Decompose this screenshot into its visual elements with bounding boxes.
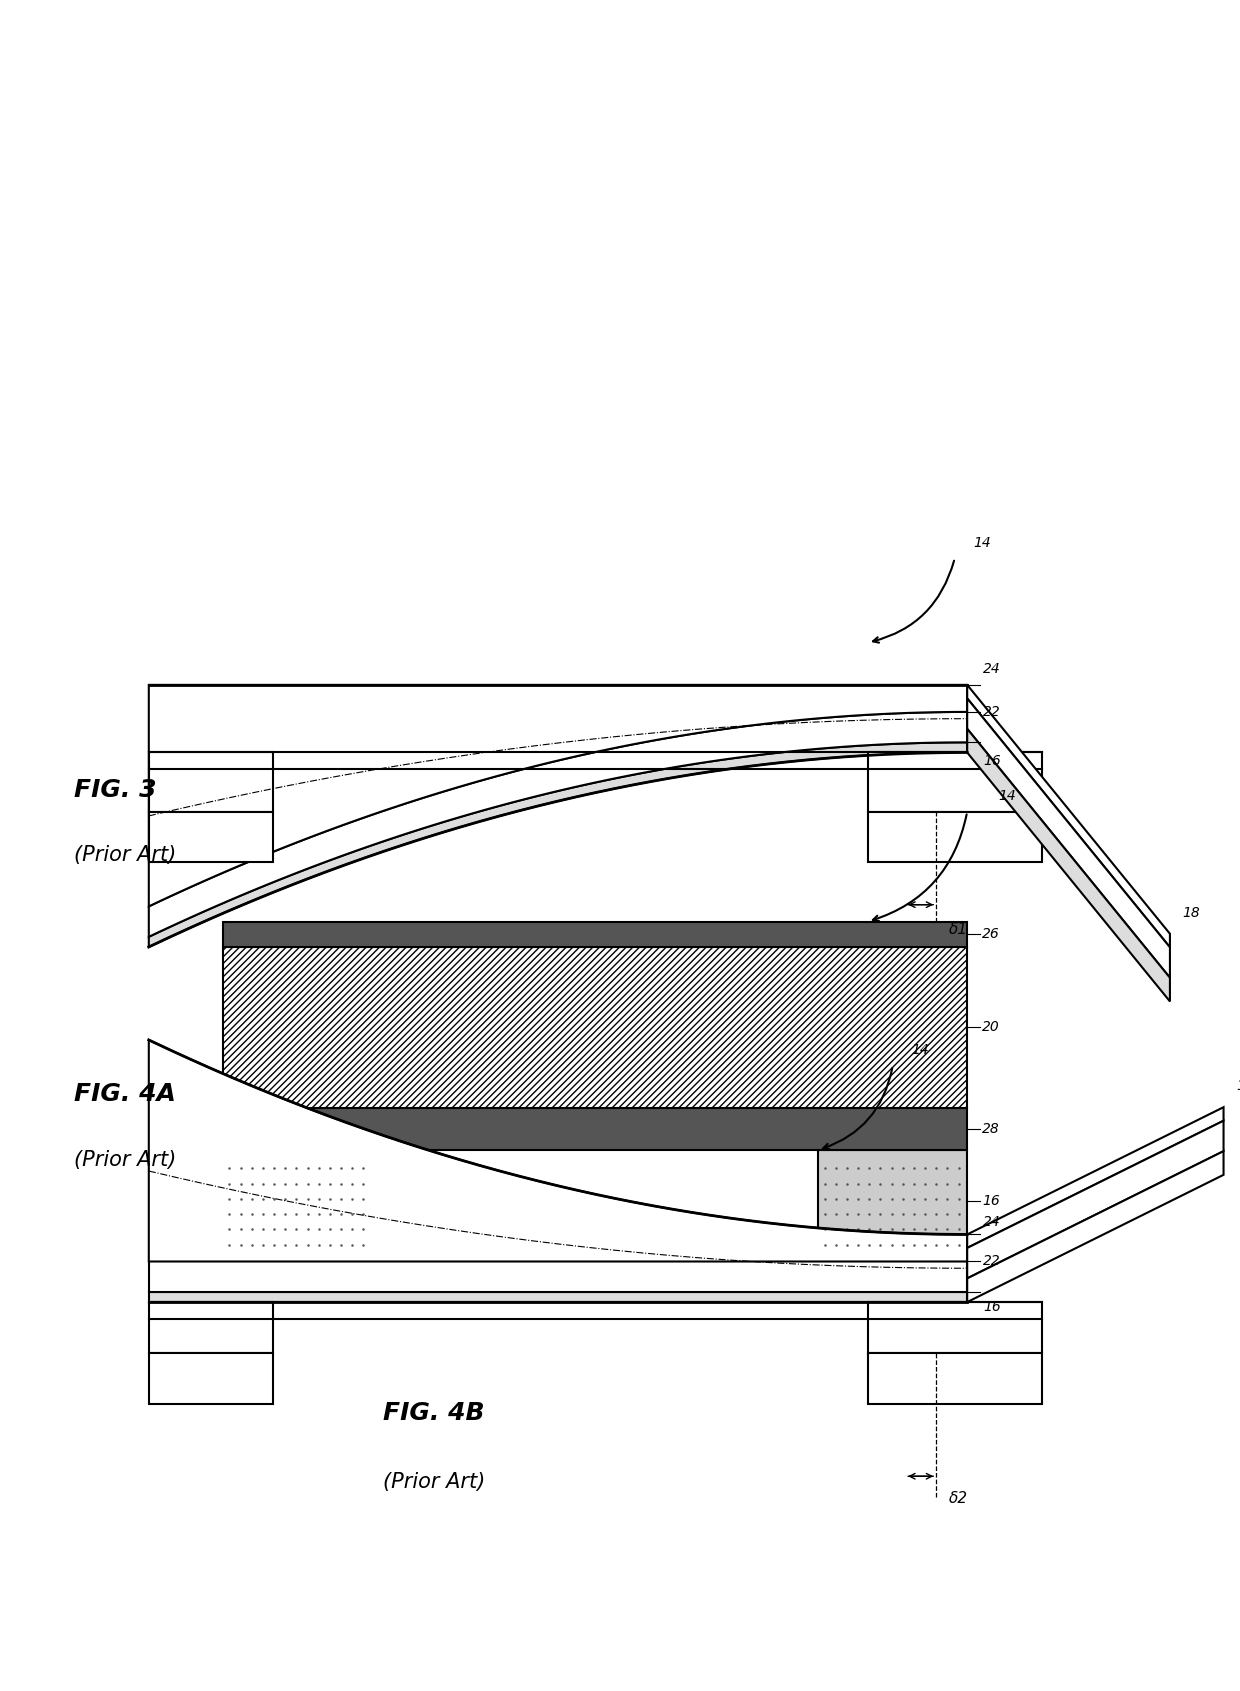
Text: 22: 22 [983,705,1001,719]
Text: 26: 26 [982,927,999,942]
Bar [149,812,273,862]
Text: 24: 24 [983,663,1001,676]
Text: 22: 22 [983,1255,1001,1268]
Text: 14: 14 [973,536,991,550]
Bar [868,1302,1042,1353]
Text: 14: 14 [998,790,1016,803]
Polygon shape [149,1292,967,1302]
Text: (Prior Art): (Prior Art) [74,1150,176,1170]
Text: 16: 16 [983,1300,1001,1314]
Text: (Prior Art): (Prior Art) [74,846,176,866]
Text: (Prior Art): (Prior Art) [383,1473,485,1491]
Text: FIG. 4A: FIG. 4A [74,1082,176,1106]
Text: δ2: δ2 [949,1491,967,1507]
Polygon shape [967,1121,1224,1278]
Text: 20: 20 [982,1020,999,1035]
Bar [223,1108,967,1150]
Text: 24: 24 [983,1216,1001,1229]
Polygon shape [149,685,967,906]
Text: 28: 28 [982,1121,999,1136]
Text: FIG. 4B: FIG. 4B [383,1402,485,1426]
Text: 18: 18 [1236,1079,1240,1094]
Bar [818,1150,967,1251]
Text: FIG. 3: FIG. 3 [74,778,157,802]
Polygon shape [149,1261,967,1292]
Text: 18: 18 [1182,906,1200,920]
Bar [149,752,273,812]
Polygon shape [967,1108,1224,1248]
Bar [868,812,1042,862]
Polygon shape [967,729,1169,1001]
Text: 16: 16 [982,1194,999,1207]
Polygon shape [149,712,967,937]
Polygon shape [967,685,1169,947]
Text: δ1: δ1 [949,922,967,937]
Bar [149,1353,273,1404]
Bar [868,1353,1042,1404]
Polygon shape [967,1152,1224,1302]
Bar [223,947,967,1108]
Bar [223,1150,372,1251]
Bar [868,752,1042,812]
Polygon shape [149,1040,967,1261]
Text: 14: 14 [911,1043,929,1057]
Bar [149,1302,273,1353]
Polygon shape [149,742,967,947]
Bar [223,922,967,947]
Text: 16: 16 [983,754,1001,768]
Polygon shape [967,698,1169,977]
